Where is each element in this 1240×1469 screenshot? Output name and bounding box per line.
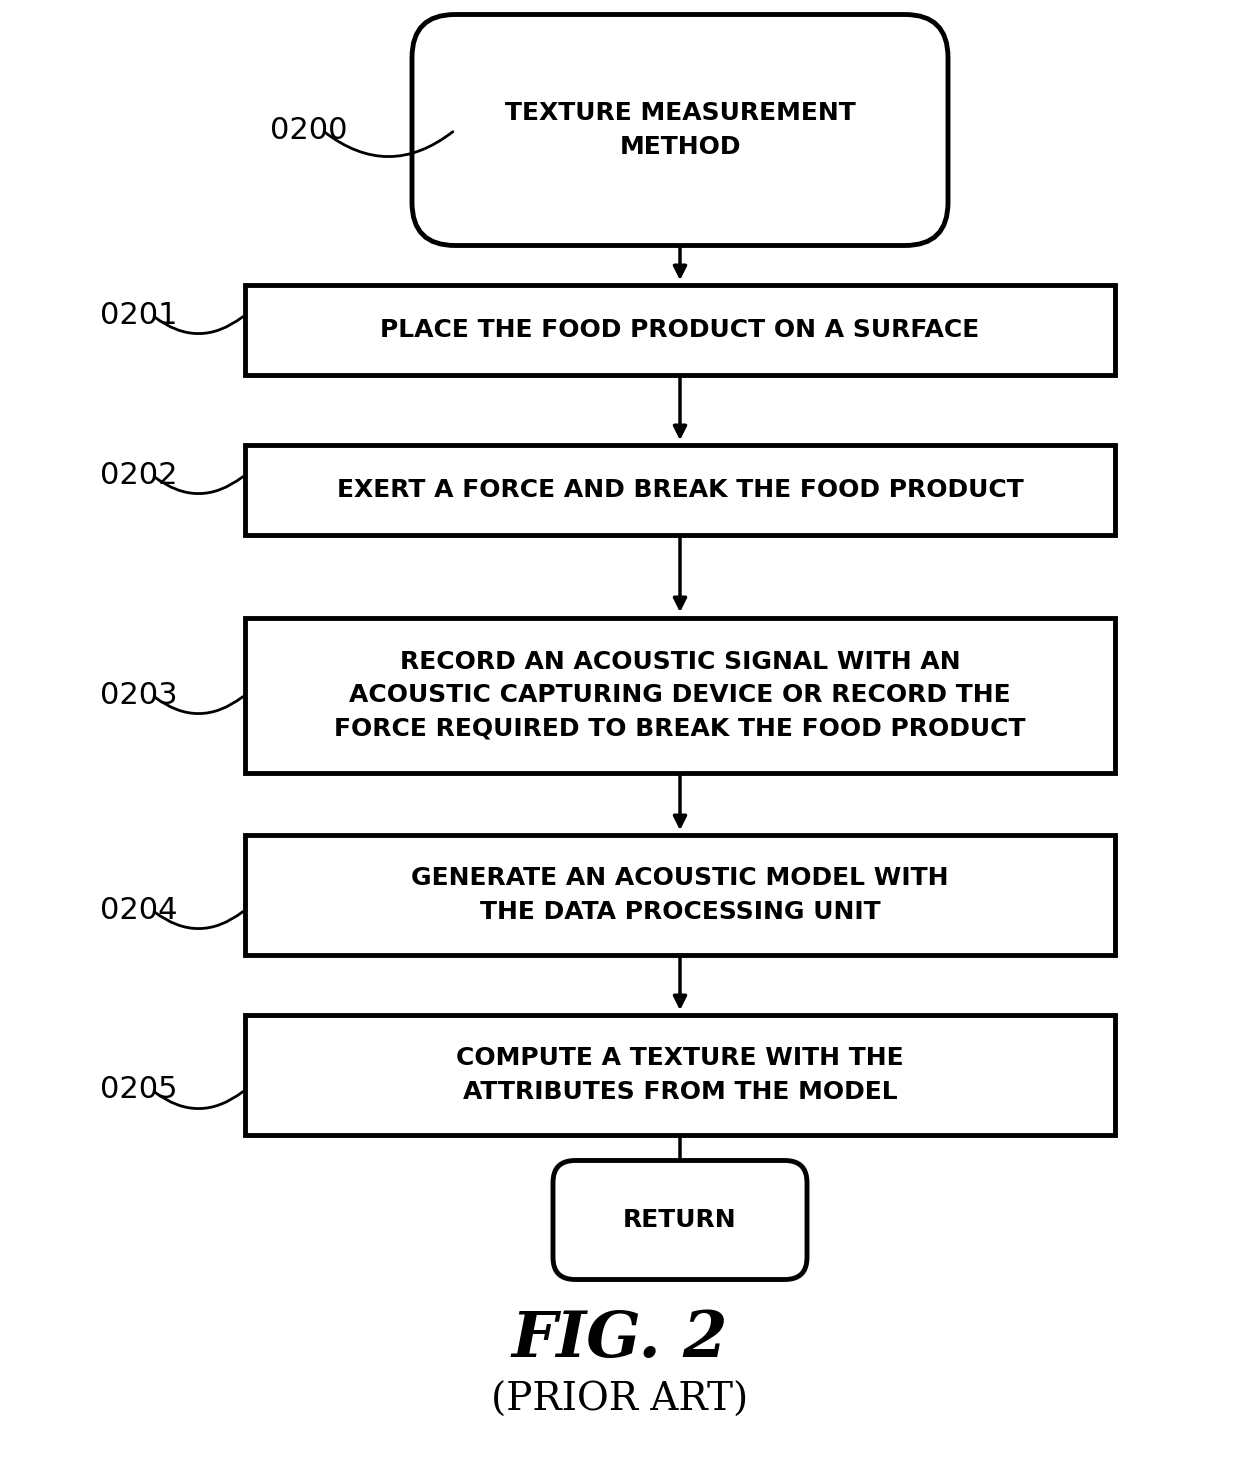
FancyBboxPatch shape xyxy=(246,617,1115,773)
Text: RETURN: RETURN xyxy=(624,1208,737,1232)
Text: (PRIOR ART): (PRIOR ART) xyxy=(491,1381,749,1419)
Text: GENERATE AN ACOUSTIC MODEL WITH
THE DATA PROCESSING UNIT: GENERATE AN ACOUSTIC MODEL WITH THE DATA… xyxy=(412,867,949,924)
FancyBboxPatch shape xyxy=(246,445,1115,535)
Text: 0202: 0202 xyxy=(100,460,177,489)
Text: TEXTURE MEASUREMENT
METHOD: TEXTURE MEASUREMENT METHOD xyxy=(505,101,856,159)
Text: FIG. 2: FIG. 2 xyxy=(512,1309,728,1371)
FancyBboxPatch shape xyxy=(412,15,949,245)
Text: PLACE THE FOOD PRODUCT ON A SURFACE: PLACE THE FOOD PRODUCT ON A SURFACE xyxy=(381,317,980,342)
FancyBboxPatch shape xyxy=(553,1161,807,1279)
Text: 0203: 0203 xyxy=(100,680,177,710)
Text: 0204: 0204 xyxy=(100,896,177,924)
FancyBboxPatch shape xyxy=(246,1015,1115,1136)
Text: EXERT A FORCE AND BREAK THE FOOD PRODUCT: EXERT A FORCE AND BREAK THE FOOD PRODUCT xyxy=(336,477,1023,502)
Text: 0201: 0201 xyxy=(100,301,177,329)
Text: 0205: 0205 xyxy=(100,1075,177,1105)
FancyBboxPatch shape xyxy=(246,285,1115,375)
FancyBboxPatch shape xyxy=(246,834,1115,955)
Text: 0200: 0200 xyxy=(270,116,347,144)
Text: COMPUTE A TEXTURE WITH THE
ATTRIBUTES FROM THE MODEL: COMPUTE A TEXTURE WITH THE ATTRIBUTES FR… xyxy=(456,1046,904,1103)
Text: RECORD AN ACOUSTIC SIGNAL WITH AN
ACOUSTIC CAPTURING DEVICE OR RECORD THE
FORCE : RECORD AN ACOUSTIC SIGNAL WITH AN ACOUST… xyxy=(335,649,1025,740)
